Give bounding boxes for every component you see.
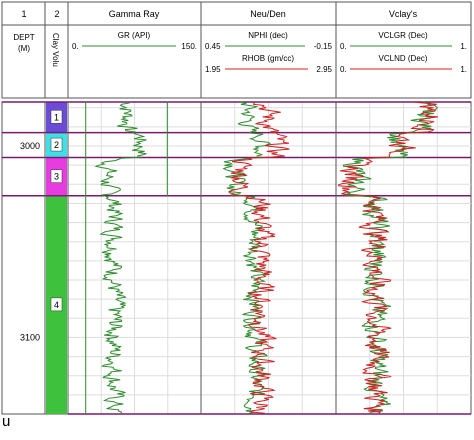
rhob-scale-max: 2.95 [316, 65, 332, 74]
zone-label-box [50, 110, 63, 124]
gr-scale-min: 0. [72, 42, 79, 51]
log-body-frame [1, 101, 472, 415]
gr-curve [94, 101, 147, 414]
zone-label-box [50, 297, 63, 312]
vclnd-curve-name: VCLND (Dec) [379, 54, 428, 63]
vclnd-scale-max: 1. [460, 65, 467, 74]
zone-label: 3 [54, 172, 59, 182]
gr-curve-name: GR (API) [118, 31, 151, 40]
zone-layer: 1 2 3 4 [2, 101, 471, 415]
header-frame [1, 1, 472, 99]
track-title-gamma-ray: Gamma Ray [109, 9, 160, 19]
zone-label: 4 [54, 300, 59, 310]
zone-label: 1 [54, 112, 59, 122]
track-title-vclays: Vclay's [389, 9, 418, 19]
zone-label-box [50, 169, 63, 183]
rhob-curve-name: RHOB (gm/cc) [242, 54, 294, 63]
track-number-2: 2 [54, 9, 59, 19]
vclgr-scale-min: 0. [340, 42, 347, 51]
nphi-scale-min: 0.45 [205, 42, 221, 51]
zone-label-box [50, 137, 63, 152]
vclgr-curve-name: VCLGR (Dec) [378, 31, 428, 40]
vclnd-curve [338, 101, 439, 414]
gr-scale-max: 150. [181, 42, 197, 51]
nphi-curve-name: NPHI (dec) [248, 31, 288, 40]
corner-character: u [2, 413, 11, 430]
nphi-curve [222, 101, 272, 414]
vclnd-scale-min: 0. [340, 65, 347, 74]
zone-label: 2 [54, 140, 59, 150]
track-number-1: 1 [21, 9, 26, 19]
rhob-scale-min: 1.95 [205, 65, 221, 74]
grid-layer [68, 102, 471, 415]
rhob-curve [228, 101, 290, 414]
clay-volume-label: Clay Volu [51, 33, 60, 67]
depth-tick-label: 3000 [20, 141, 40, 151]
depth-layer: 3000 3100 [20, 141, 40, 342]
depth-tick-label: 3100 [20, 332, 40, 342]
track-title-neu-den: Neu/Den [250, 9, 286, 19]
depth-unit-label: (M) [18, 44, 30, 53]
nphi-scale-max: -0.15 [314, 42, 333, 51]
depth-label: DEPT [13, 33, 34, 42]
vclgr-scale-max: 1. [460, 42, 467, 51]
